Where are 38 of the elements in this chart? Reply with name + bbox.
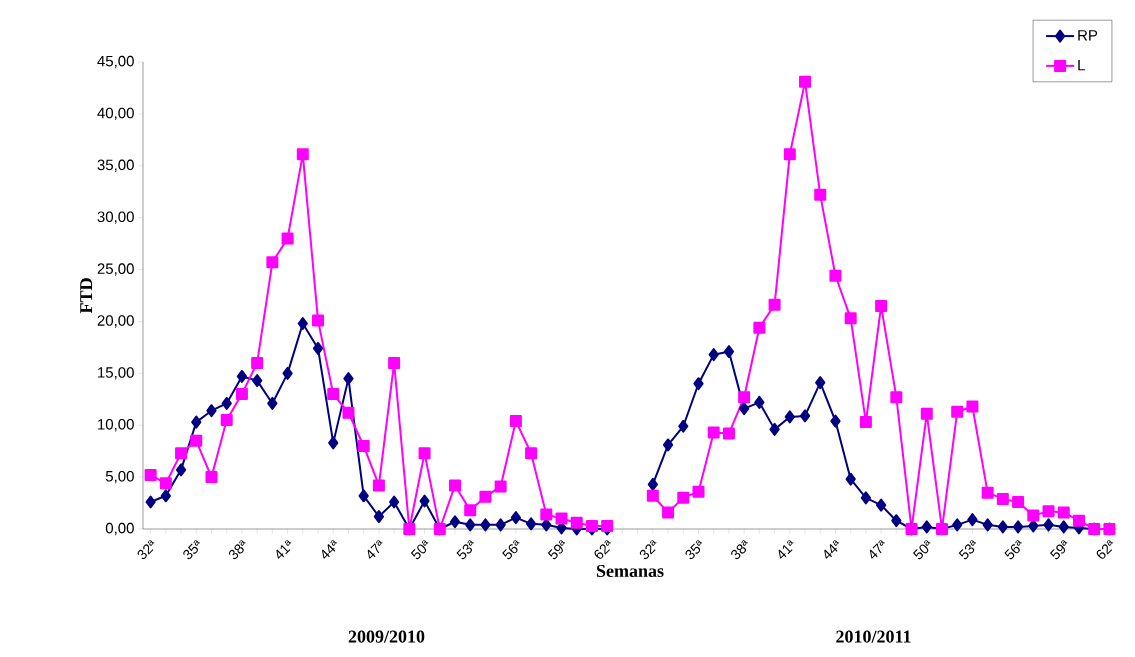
- x-tick-label: 41ª: [276, 540, 292, 559]
- y-tick-label: 20,00: [97, 315, 134, 328]
- y-tick-label: 45,00: [97, 55, 134, 69]
- y-tick-label: 35,00: [97, 159, 134, 172]
- y-tick-label: 25,00: [97, 263, 134, 276]
- x-tick-label: 38ª: [228, 540, 246, 560]
- y-tick-label: 10,00: [98, 419, 134, 432]
- x-tick-label: 50ª: [410, 540, 429, 560]
- x-axis-title: Semanas: [596, 564, 664, 578]
- x-tick-label: 32ª: [137, 540, 155, 560]
- x-tick-label: 62ª: [1096, 540, 1114, 559]
- x-tick-label: 44ª: [824, 540, 840, 559]
- x-tick-label: 59ª: [547, 540, 566, 560]
- x-tick-label: 56ª: [502, 540, 520, 560]
- y-tick-label: 40,00: [97, 107, 134, 121]
- x-tick-label: 56ª: [1004, 540, 1022, 560]
- text: 2010/2011: [836, 630, 911, 643]
- x-tick-label: 50ª: [913, 540, 931, 560]
- x-tick-label: 38ª: [731, 540, 748, 560]
- x-tick-label: 41ª: [778, 540, 794, 559]
- x-tick-label: 53ª: [456, 540, 474, 560]
- x-tick-label: 59ª: [1049, 540, 1068, 560]
- x-tick-label: 53ª: [958, 540, 977, 560]
- y-tick-label: 30,00: [97, 211, 134, 224]
- y-tick-label: 5,00: [105, 470, 134, 484]
- y-tick-label: 0,00: [105, 522, 134, 536]
- x-tick-label: 35ª: [685, 540, 703, 560]
- x-tick-label: 32ª: [639, 540, 657, 560]
- x-tick-label: 47ª: [869, 540, 885, 559]
- legend-label: L: [1078, 60, 1085, 71]
- y-axis-title: FTD: [80, 278, 93, 314]
- x-tick-label: 35ª: [183, 540, 200, 560]
- legend-label: RP: [1078, 30, 1098, 41]
- text: 2009/2010: [348, 630, 425, 643]
- y-tick-label: 15,00: [98, 367, 134, 380]
- x-tick-label: 62ª: [594, 540, 611, 559]
- x-tick-label: 47ª: [367, 540, 383, 559]
- x-tick-label: 44ª: [322, 540, 337, 559]
